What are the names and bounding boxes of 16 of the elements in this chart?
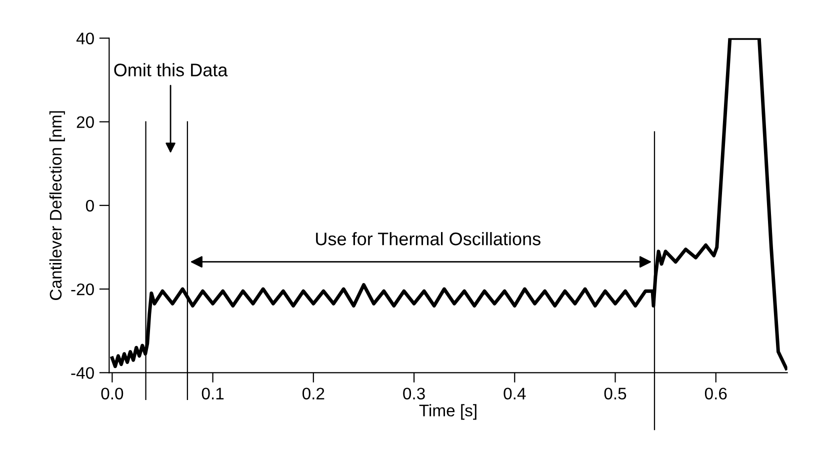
y-axis-title: Cantilever Deflection [nm] [49,111,65,300]
y-tick-label: -40 [71,367,94,379]
x-tick-label: 0.0 [101,388,124,400]
x-tick-label: 0.4 [504,388,526,400]
y-tick-label: 40 [76,32,94,44]
x-tick-label: 0.3 [403,388,425,400]
y-tick-label: 0 [86,200,94,212]
annotation: Omit this Data [114,63,228,76]
y-tick-label: 20 [76,116,94,128]
annotation: Use for Thermal Oscillations [316,232,540,246]
x-tick-label: 0.6 [704,388,727,400]
x-tick-label: 0.1 [202,388,224,400]
y-tick-label: -20 [71,283,94,296]
x-tick-label: 0.5 [604,388,626,400]
x-axis-title: Time [s] [419,404,476,420]
x-tick-label: 0.2 [302,388,324,400]
